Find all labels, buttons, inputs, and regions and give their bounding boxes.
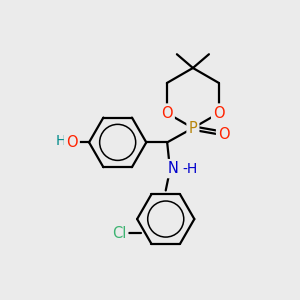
Text: N: N — [167, 161, 178, 176]
Text: O: O — [66, 135, 78, 150]
Text: O: O — [218, 127, 230, 142]
Text: H: H — [56, 134, 66, 148]
Text: Cl: Cl — [112, 226, 126, 241]
Text: -H: -H — [182, 162, 198, 176]
Text: P: P — [188, 121, 197, 136]
Text: O: O — [161, 106, 173, 121]
Text: O: O — [213, 106, 225, 121]
